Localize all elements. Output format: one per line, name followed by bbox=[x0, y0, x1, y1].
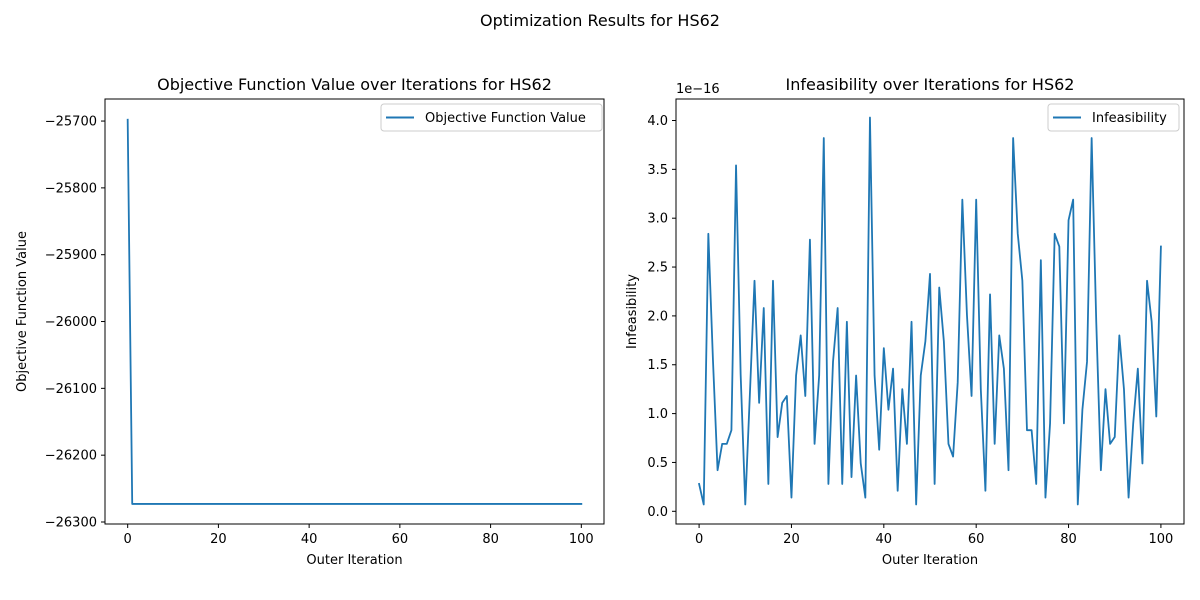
objective-x-label: Outer Iteration bbox=[306, 553, 402, 568]
objective-y-ticks: −25700 −25800 −25900 −26000 −26100 −26200 −263… bbox=[45, 115, 105, 530]
infeasibility-x-label: Outer Iteration bbox=[882, 553, 978, 568]
infeasibility-x-tick-label: 60 bbox=[968, 532, 985, 547]
objective-x-tick-label: 0 bbox=[124, 532, 132, 547]
infeasibility-x-tick-label: 100 bbox=[1148, 532, 1173, 547]
infeasibility-offset-label: 1e−16 bbox=[676, 82, 720, 97]
objective-y-tick-label: −26200 bbox=[45, 449, 97, 464]
objective-legend-label: Objective Function Value bbox=[425, 111, 586, 126]
infeasibility-y-tick-label: 1.0 bbox=[647, 407, 668, 422]
objective-lines bbox=[126, 118, 583, 505]
infeasibility-plot-frame bbox=[675, 98, 1185, 525]
infeasibility-x-ticks: 0 20 40 60 80 100 bbox=[695, 524, 1173, 547]
objective-legend: Objective Function Value bbox=[380, 103, 603, 132]
objective-chart-title: Objective Function Value over Iterations… bbox=[157, 75, 552, 94]
objective-y-tick-label: −25800 bbox=[45, 181, 97, 196]
infeasibility-chart-title: Infeasibility over Iterations for HS62 bbox=[786, 75, 1075, 94]
objective-y-tick-label: −26100 bbox=[45, 382, 97, 397]
objective-y-label: Objective Function Value bbox=[15, 231, 30, 392]
infeasibility-y-tick-label: 2.0 bbox=[647, 309, 668, 324]
infeasibility-legend-box bbox=[1047, 103, 1180, 132]
infeasibility-y-ticks: 0.0 0.5 1.0 1.5 2.0 2.5 3.0 3.5 4.0 bbox=[647, 114, 676, 520]
figure-suptitle: Optimization Results for HS62 bbox=[480, 11, 720, 30]
objective-y-tick-label: −26000 bbox=[45, 315, 97, 330]
infeasibility-y-tick-label: 3.0 bbox=[647, 212, 668, 227]
infeasibility-y-tick-label: 3.5 bbox=[647, 163, 668, 178]
infeasibility-legend-label: Infeasibility bbox=[1092, 111, 1167, 126]
infeasibility-x-tick-label: 20 bbox=[783, 532, 800, 547]
infeasibility-y-label: Infeasibility bbox=[625, 274, 640, 349]
infeasibility-y-tick-label: 1.5 bbox=[647, 358, 668, 373]
infeasibility-series-line bbox=[698, 116, 1162, 506]
objective-x-tick-label: 60 bbox=[392, 532, 409, 547]
infeasibility-y-tick-label: 4.0 bbox=[647, 114, 668, 129]
objective-chart: Objective Function Value over Iterations… bbox=[15, 75, 605, 568]
infeasibility-y-tick-label: 0.5 bbox=[647, 456, 668, 471]
objective-x-tick-label: 100 bbox=[569, 532, 594, 547]
infeasibility-chart: Infeasibility over Iterations for HS62 1… bbox=[625, 75, 1185, 568]
objective-x-tick-label: 80 bbox=[482, 532, 499, 547]
objective-series-line bbox=[126, 118, 583, 505]
objective-y-tick-label: −25700 bbox=[45, 115, 97, 130]
infeasibility-x-tick-label: 40 bbox=[876, 532, 893, 547]
infeasibility-x-tick-label: 80 bbox=[1060, 532, 1077, 547]
objective-legend-box bbox=[380, 103, 603, 132]
objective-y-tick-label: −26300 bbox=[45, 515, 97, 530]
objective-x-tick-label: 20 bbox=[210, 532, 227, 547]
infeasibility-x-tick-label: 0 bbox=[695, 532, 703, 547]
infeasibility-y-tick-label: 2.5 bbox=[647, 261, 668, 276]
infeasibility-lines bbox=[698, 116, 1162, 506]
objective-x-ticks: 0 20 40 60 80 100 bbox=[124, 524, 594, 547]
objective-y-tick-label: −25900 bbox=[45, 248, 97, 263]
objective-x-tick-label: 40 bbox=[301, 532, 318, 547]
objective-plot-frame bbox=[104, 98, 605, 525]
infeasibility-legend: Infeasibility bbox=[1047, 103, 1180, 132]
infeasibility-y-tick-label: 0.0 bbox=[647, 505, 668, 520]
